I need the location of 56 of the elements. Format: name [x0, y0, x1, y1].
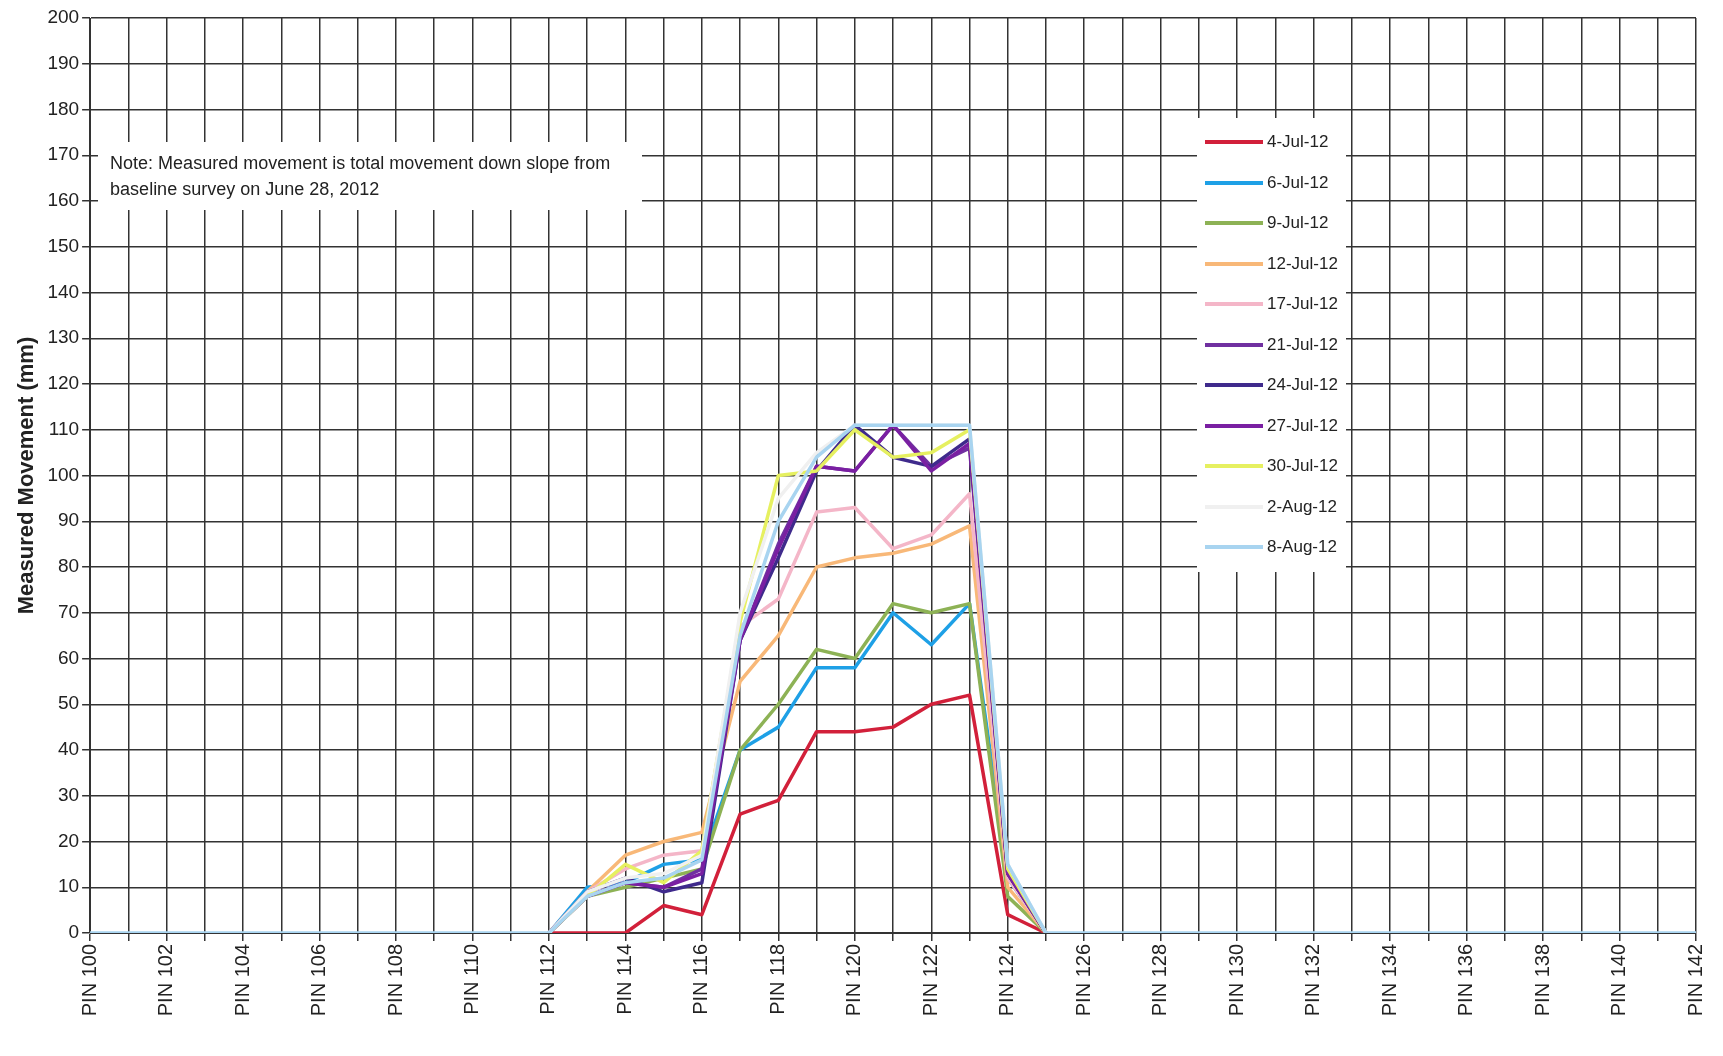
y-axis-title: Measured Movement (mm) [13, 336, 39, 615]
legend-label: 17-Jul-12 [1267, 294, 1338, 315]
x-tick-label: PIN 110 [459, 944, 482, 1015]
y-tick-label: 140 [47, 280, 80, 302]
y-tick-label: 120 [47, 372, 80, 394]
x-tick-label: PIN 106 [307, 944, 330, 1017]
x-tick-label: PIN 100 [77, 944, 100, 1017]
x-tick-label: PIN 108 [383, 944, 406, 1017]
x-tick-label: PIN 120 [842, 944, 865, 1017]
y-tick-label: 0 [68, 921, 80, 943]
y-tick-label: 110 [48, 417, 80, 439]
legend-label: 27-Jul-12 [1267, 415, 1338, 436]
x-tick-label: PIN 104 [230, 944, 253, 1017]
legend-label: 21-Jul-12 [1267, 334, 1338, 355]
y-tick-label: 10 [57, 875, 80, 897]
x-tick-label: PIN 122 [918, 944, 941, 1017]
y-tick-label: 80 [57, 555, 80, 577]
y-tick-label: 40 [57, 738, 80, 760]
x-tick-label: PIN 142 [1683, 944, 1706, 1017]
x-tick-label: PIN 114 [612, 944, 635, 1015]
x-tick-label: PIN 134 [1377, 944, 1400, 1017]
y-tick-label: 100 [47, 463, 80, 485]
x-tick-label: PIN 132 [1301, 944, 1324, 1017]
y-tick-label: 50 [57, 692, 80, 714]
y-tick-label: 160 [47, 189, 80, 211]
y-tick-label: 200 [47, 6, 80, 28]
y-tick-label: 130 [47, 326, 80, 348]
y-tick-label: 90 [57, 509, 80, 531]
legend-label: 9-Jul-12 [1267, 213, 1329, 234]
x-tick-label: PIN 124 [995, 944, 1018, 1017]
annotation: Note: Measured movement is total movement down slope from baseline survey on June 28, 2012 [110, 151, 612, 201]
x-tick-label: PIN 116 [689, 944, 712, 1015]
x-tick-label: PIN 118 [765, 944, 788, 1015]
legend-label: 30-Jul-12 [1267, 456, 1338, 477]
legend-label: 12-Jul-12 [1267, 253, 1338, 274]
y-tick-label: 190 [47, 51, 80, 73]
legend-label: 24-Jul-12 [1267, 375, 1338, 396]
y-tick-label: 60 [57, 646, 80, 668]
y-tick-label: 180 [47, 97, 80, 119]
x-tick-label: PIN 126 [1071, 944, 1094, 1017]
legend-label: 2-Aug-12 [1267, 496, 1337, 517]
x-tick-label: PIN 128 [1148, 944, 1171, 1017]
y-tick-label: 150 [47, 234, 80, 256]
y-tick-label: 30 [57, 783, 80, 805]
x-tick-label: PIN 112 [536, 944, 559, 1015]
y-tick-label: 170 [47, 143, 80, 165]
x-tick-label: PIN 140 [1607, 944, 1630, 1017]
legend-label: 6-Jul-12 [1267, 172, 1329, 193]
x-tick-label: PIN 102 [154, 944, 177, 1017]
legend-label: 8-Aug-12 [1267, 537, 1337, 558]
y-tick-label: 70 [57, 600, 80, 622]
x-tick-label: PIN 130 [1224, 944, 1247, 1017]
x-tick-label: PIN 138 [1530, 944, 1553, 1017]
y-tick-label: 20 [57, 829, 80, 851]
legend-label: 4-Jul-12 [1267, 132, 1329, 153]
x-tick-label: PIN 136 [1454, 944, 1477, 1017]
